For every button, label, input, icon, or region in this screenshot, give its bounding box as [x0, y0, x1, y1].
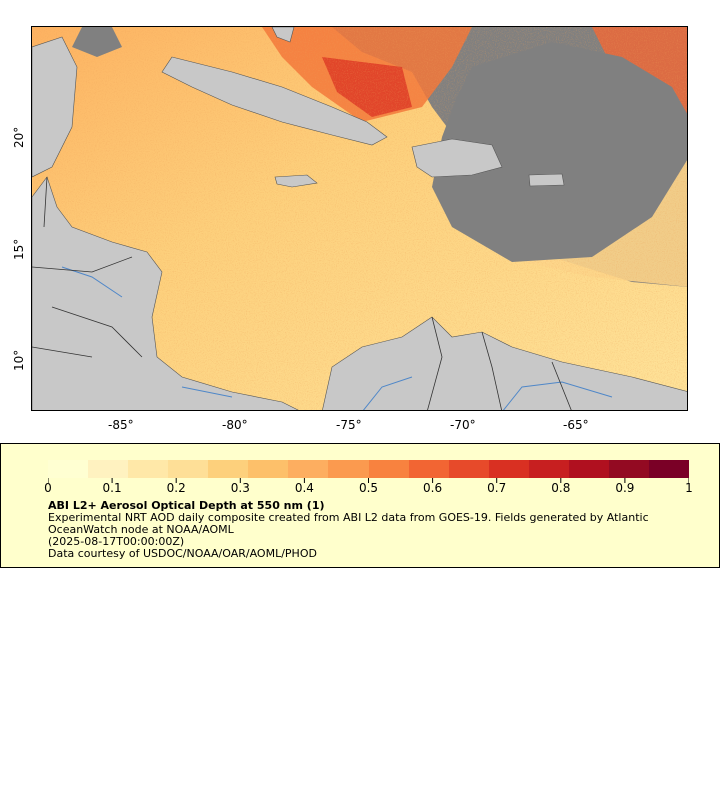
colorbar-segment: [568, 460, 609, 478]
aod-map-canvas: [32, 27, 687, 410]
colorbar-ticks: [48, 478, 689, 483]
land-yucatan: [32, 36, 78, 178]
colorbar-tick-label: 0.6: [423, 481, 443, 495]
colorbar-tick-label: 0.8: [551, 481, 571, 495]
colorbar-segment: [368, 460, 409, 478]
aod-map: [31, 26, 688, 411]
legend-title: ABI L2+ Aerosol Optical Depth at 550 nm …: [48, 499, 325, 512]
lat-tick-label: 10°: [12, 349, 26, 371]
colorbar-segment: [488, 460, 529, 478]
legend-description-line: (2025-08-17T00:00:00Z): [48, 535, 185, 548]
colorbar-tick-label: 0.5: [358, 481, 379, 495]
lon-tick-label: -65°: [563, 418, 589, 432]
lon-tick-label: -70°: [450, 418, 476, 432]
legend-description-line: Experimental NRT AOD daily composite cre…: [48, 511, 649, 524]
colorbar-segment: [248, 460, 289, 478]
rivers: [61, 266, 613, 410]
colorbar-segment: [328, 460, 369, 478]
colorbar-segment: [648, 460, 689, 478]
lon-tick-label: -80°: [222, 418, 248, 432]
colorbar-tick-label: 0.1: [102, 481, 122, 495]
land-puerto-rico: [528, 173, 565, 187]
legend-description-line: Data courtesy of USDOC/NOAA/OAR/AOML/PHO…: [48, 547, 317, 560]
no-data-cloud-region: [432, 42, 687, 262]
colorbar-tick-label: 0.7: [487, 481, 507, 495]
colorbar-tick-label: 0: [44, 481, 52, 495]
colorbar-segment: [448, 460, 489, 478]
colorbar-tick-label: 0.9: [615, 481, 635, 495]
lon-tick-label: -75°: [336, 418, 362, 432]
land-jamaica: [274, 174, 318, 188]
colorbar-segment: [48, 460, 89, 478]
colorbar-segment: [408, 460, 449, 478]
land-hispaniola: [411, 138, 503, 178]
legend-text: ABI L2+ Aerosol Optical Depth at 550 nm …: [48, 500, 688, 560]
colorbar-segment: [608, 460, 649, 478]
colorbar-tick-label: 0.2: [166, 481, 186, 495]
colorbar-segment: [88, 460, 129, 478]
legend-description-line: OceanWatch node at NOAA/AOML: [48, 523, 234, 536]
colorbar-tick-label: 0.4: [294, 481, 314, 495]
colorbar-segment: [208, 460, 249, 478]
country-borders: [32, 176, 572, 410]
no-data-patch-west: [72, 27, 122, 57]
colorbar-tick-label: 0.3: [230, 481, 250, 495]
lat-tick-label: 20°: [12, 126, 26, 148]
colorbar: [48, 460, 689, 478]
lat-tick-label: 15°: [12, 238, 26, 260]
colorbar-segment: [528, 460, 569, 478]
land-cuba: [161, 56, 388, 146]
legend-panel: 0 0.1 0.2 0.3 0.4 0.5 0.6 0.7 0.8 0.9 1 ABI L2+ Ae…: [0, 443, 720, 568]
colorbar-segment: [168, 460, 209, 478]
colorbar-tick-label: 1: [685, 481, 693, 495]
colorbar-segment: [128, 460, 169, 478]
land-florida-tip: [271, 27, 295, 43]
land-central-america: [32, 176, 299, 410]
colorbar-segment: [288, 460, 329, 478]
lon-tick-label: -85°: [108, 418, 134, 432]
